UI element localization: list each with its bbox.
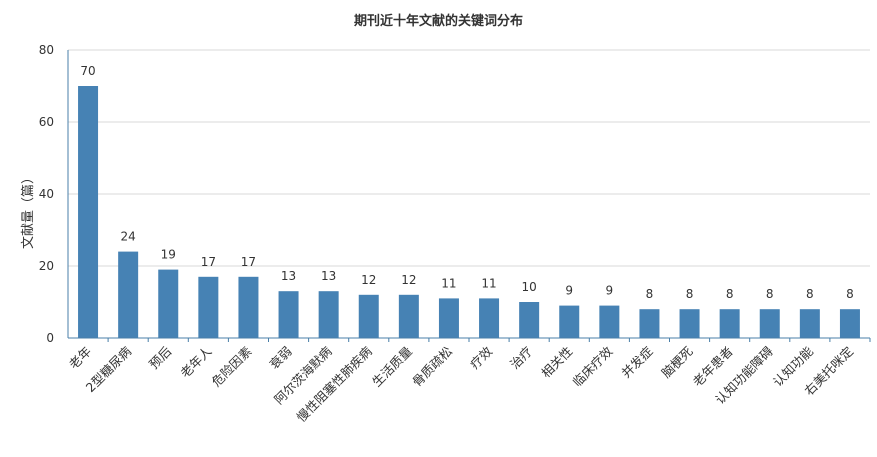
bar: [438, 298, 459, 338]
x-tick-label: 骨质疏松: [409, 344, 455, 390]
bar: [238, 276, 259, 338]
bars: [78, 86, 860, 338]
bar: [799, 309, 820, 338]
bar: [118, 251, 139, 338]
data-label: 11: [481, 276, 496, 290]
bar: [839, 309, 860, 338]
bar: [318, 291, 339, 338]
data-label: 9: [606, 284, 614, 298]
data-label: 8: [846, 287, 854, 301]
data-label: 8: [726, 287, 734, 301]
data-label: 11: [441, 276, 456, 290]
data-label: 12: [401, 273, 416, 287]
y-tick-label: 20: [39, 259, 54, 273]
data-label: 8: [646, 287, 654, 301]
bar: [519, 302, 540, 338]
bar: [679, 309, 700, 338]
bar: [559, 305, 580, 338]
x-tick-label: 老年人: [177, 343, 214, 380]
data-label: 12: [361, 273, 376, 287]
x-tick-label: 治疗: [507, 344, 535, 372]
bar: [278, 291, 299, 338]
y-tick-label: 60: [39, 115, 54, 129]
x-tick-label: 老年: [66, 344, 94, 372]
data-label: 10: [522, 280, 537, 294]
bar: [78, 86, 99, 338]
data-label: 8: [766, 287, 774, 301]
bar: [358, 294, 379, 338]
data-label: 17: [201, 255, 216, 269]
data-labels: 70 24 19 17 17 13 13 12 12 11 11 10 9 9 8 8 8 8 8 8: [80, 64, 853, 301]
data-label: 13: [281, 269, 296, 283]
x-tick-label: 预后: [146, 344, 174, 372]
bar: [479, 298, 500, 338]
y-axis-title: 文献量（篇）: [21, 171, 36, 249]
x-tick-label: 衰弱: [266, 344, 294, 372]
data-label: 13: [321, 269, 336, 283]
gridlines: [68, 49, 870, 267]
x-tick-label: 脑梗死: [659, 344, 696, 381]
y-tick-label: 0: [46, 331, 54, 345]
x-tick-label: 并发症: [618, 344, 655, 381]
x-tick-label: 慢性阻塞性肺疾病: [294, 344, 375, 425]
data-label: 8: [806, 287, 814, 301]
x-tick-label: 生活质量: [369, 344, 415, 390]
chart-title: 期刊近十年文献的关键词分布: [353, 14, 523, 29]
bar: [759, 309, 780, 338]
x-tick-label: 危险因素: [209, 344, 255, 390]
data-label: 17: [241, 255, 256, 269]
y-tick-label: 40: [39, 187, 54, 201]
bar: [719, 309, 740, 338]
bar: [158, 269, 179, 338]
bar: [639, 309, 660, 338]
bar: [599, 305, 620, 338]
data-label: 70: [80, 64, 95, 78]
x-tick-label: 临床疗效: [569, 343, 615, 389]
y-tick-label: 80: [39, 43, 54, 57]
data-label: 8: [686, 287, 694, 301]
data-label: 24: [121, 230, 136, 244]
bar: [398, 294, 419, 338]
bar: [198, 276, 219, 338]
data-label: 19: [161, 248, 176, 262]
data-label: 9: [565, 284, 573, 298]
x-tick-label: 相关性: [538, 344, 575, 381]
x-tick-label: 疗效: [467, 343, 496, 372]
